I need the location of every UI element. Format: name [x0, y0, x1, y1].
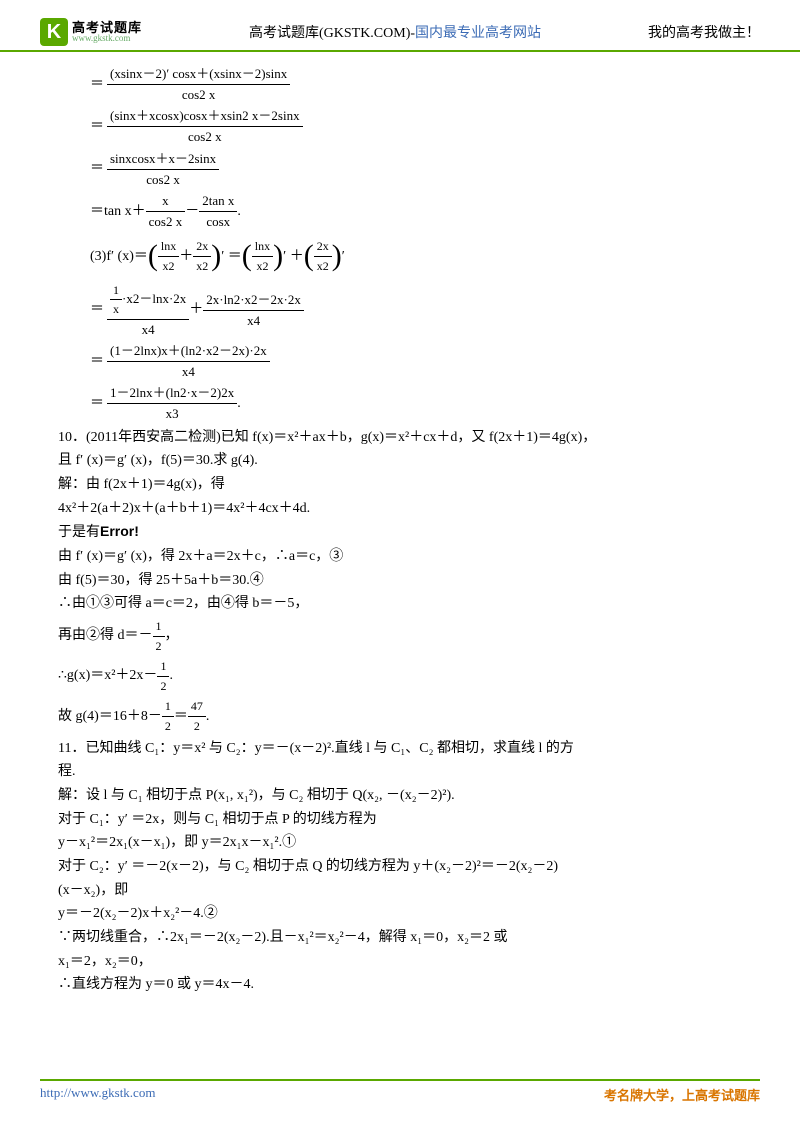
p10-s8: ∴g(x)＝x²＋2x－ 12 . — [58, 657, 742, 695]
p11-s6: ∵两切线重合，∴2x₁＝－2(x₂－2).且－x₁²＝x₂²－4，解得 x₁＝0… — [58, 927, 742, 949]
p11-s3: y－x₁²＝2x₁(x－x₁)，即 y＝2x₁x－x₁².① — [58, 832, 742, 854]
footer-url: http://www.gkstk.com — [40, 1085, 155, 1104]
p11-s4: 对于 C₂：y′ ＝－2(x－2)，与 C₂ 相切于点 Q 的切线方程为 y＋(… — [58, 856, 742, 878]
p10-s2: 4x²＋2(a＋2)x＋(a＋b＋1)＝4x²＋4cx＋4d. — [58, 498, 742, 520]
p10-s6: ∴由①③可得 a＝c＝2，由④得 b＝－5， — [58, 593, 742, 615]
p11-question-l2: 程. — [58, 761, 742, 783]
page-footer: http://www.gkstk.com 考名牌大学，上高考试题库 — [40, 1079, 760, 1104]
p10-question-l1: 10．(2011年西安高二检测)已知 f(x)＝x²＋ax＋b，g(x)＝x²＋… — [58, 427, 742, 449]
p10-s5: 由 f(5)＝30，得 25＋5a＋b＝30.④ — [58, 570, 742, 592]
eq-line-7: ＝ (1－2lnx)x＋(ln2·x2－2x)·2xx4 — [90, 341, 742, 382]
p11-s4b: (x－x₂)，即 — [58, 880, 742, 902]
eq-line-4: ＝tan x＋ xcos2 x － 2tan xcosx . — [90, 191, 742, 232]
eq-line-2: ＝ (sinx＋xcosx)cosx＋xsin2 x－2sinxcos2 x — [90, 106, 742, 147]
site-logo: K 高考试题库 www.gkstk.com — [40, 18, 142, 46]
p10-s7: 再由②得 d＝－ 12 ， — [58, 617, 742, 655]
eq-line-3: ＝ sinxcosx＋x－2sinxcos2 x — [90, 149, 742, 190]
p11-s5: y＝－2(x₂－2)x＋x₂²－4.② — [58, 903, 742, 925]
eq-line-6: ＝ 1x·x2－lnx·2x x4 ＋ 2x·ln2·x2－2x·2xx4 — [90, 281, 742, 340]
p11-question-l1: 11．已知曲线 C₁：y＝x² 与 C₂：y＝－(x－2)².直线 l 与 C₁… — [58, 738, 742, 760]
header-title-black: 高考试题库(GKSTK.COM)- — [249, 26, 415, 41]
p10-s9: 故 g(4)＝16＋8－ 12 ＝ 472 . — [58, 697, 742, 735]
eq-line-5: (3)f′ (x)＝ ( lnxx2 ＋ 2xx2 ) ′ ＝ ( lnxx2 … — [90, 233, 742, 280]
p10-s1: 解：由 f(2x＋1)＝4g(x)，得 — [58, 474, 742, 496]
eq-line-8: ＝ 1－2lnx＋(ln2·x－2)2xx3 . — [90, 383, 742, 424]
p11-s2: 对于 C₁：y′ ＝2x，则与 C₁ 相切于点 P 的切线方程为 — [58, 809, 742, 831]
p11-s1: 解：设 l 与 C₁ 相切于点 P(x₁, x₁²)，与 C₂ 相切于 Q(x₂… — [58, 785, 742, 807]
p10-s4: 由 f′ (x)＝g′ (x)，得 2x＋a＝2x＋c，∴a＝c，③ — [58, 546, 742, 568]
eq-line-1: ＝ (xsinx－2)′ cosx＋(xsinx－2)sinxcos2 x — [90, 64, 742, 105]
logo-mark: K — [40, 18, 68, 46]
footer-slogan: 考名牌大学，上高考试题库 — [604, 1085, 760, 1104]
p10-s3: 于是有Error! — [58, 521, 742, 544]
header-title-blue: 国内最专业高考网站 — [415, 26, 541, 41]
document-body: ＝ (xsinx－2)′ cosx＋(xsinx－2)sinxcos2 x ＝ … — [0, 52, 800, 996]
header-title: 高考试题库(GKSTK.COM)-国内最专业高考网站 — [142, 22, 648, 42]
logo-url: www.gkstk.com — [72, 34, 142, 43]
error-text: Error! — [100, 523, 139, 539]
logo-text: 高考试题库 www.gkstk.com — [72, 21, 142, 43]
p11-s7: ∴直线方程为 y＝0 或 y＝4x－4. — [58, 974, 742, 996]
p11-s6b: x₁＝2，x₂＝0， — [58, 951, 742, 973]
header-slogan: 我的高考我做主！ — [648, 22, 760, 42]
p10-question-l2: 且 f′ (x)＝g′ (x)，f(5)＝30.求 g(4). — [58, 450, 742, 472]
page-header: K 高考试题库 www.gkstk.com 高考试题库(GKSTK.COM)-国… — [0, 0, 800, 52]
